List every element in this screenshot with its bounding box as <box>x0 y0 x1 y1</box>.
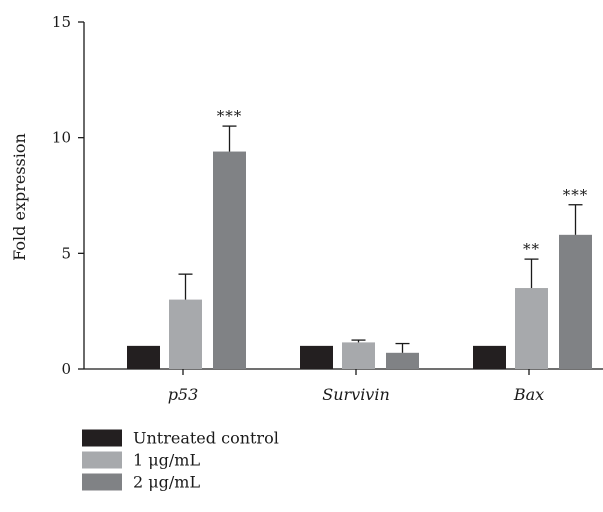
y-tick-label: 0 <box>61 360 71 378</box>
y-axis-label: Fold expression <box>10 133 29 261</box>
legend-swatch <box>82 429 122 447</box>
x-tick-label: Survivin <box>322 385 390 404</box>
legend-item: 2 μg/mL <box>82 473 200 492</box>
x-tick-label: Bax <box>513 385 544 404</box>
significance-labels: ******** <box>217 107 589 258</box>
bar <box>342 342 375 369</box>
bar <box>473 345 506 369</box>
bar <box>559 234 592 369</box>
legend-label: 1 μg/mL <box>133 451 200 470</box>
y-tick-label: 5 <box>61 244 71 262</box>
legend-swatch <box>82 473 122 491</box>
significance-label: *** <box>217 107 243 125</box>
bar <box>169 299 202 369</box>
legend-label: Untreated control <box>133 429 279 448</box>
legend-label: 2 μg/mL <box>133 473 200 492</box>
x-tick-label: p53 <box>168 385 199 404</box>
significance-label: ** <box>523 240 540 258</box>
x-axis: p53 Survivin Bax <box>84 368 603 404</box>
error-bars <box>178 125 583 353</box>
bar <box>213 151 246 369</box>
significance-label: *** <box>563 186 589 204</box>
legend-item: 1 μg/mL <box>82 451 200 470</box>
bar <box>127 345 160 369</box>
legend-swatch <box>82 451 122 469</box>
bar <box>515 288 548 369</box>
y-tick-label: 10 <box>52 129 71 147</box>
bars <box>127 151 592 369</box>
bar <box>386 352 419 369</box>
legend-item: Untreated control <box>82 429 279 448</box>
bar <box>300 345 333 369</box>
y-tick-label: 15 <box>52 13 71 31</box>
y-axis: 0 5 10 15 <box>52 13 85 378</box>
legend: Untreated control 1 μg/mL 2 μg/mL <box>82 429 279 492</box>
